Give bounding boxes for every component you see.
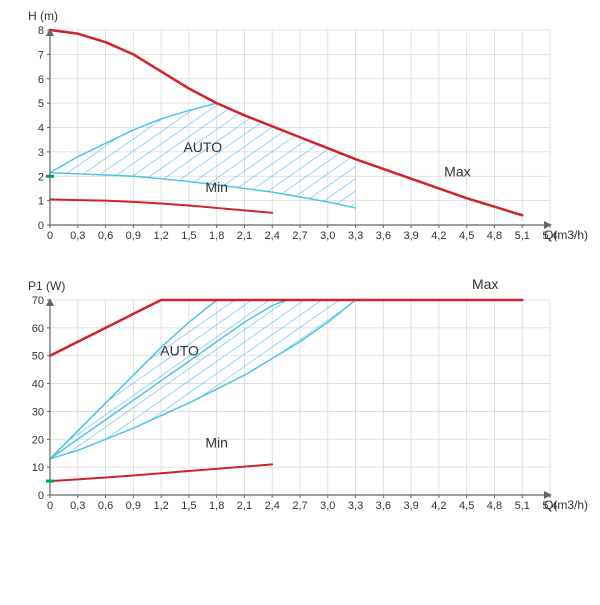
svg-text:3,0: 3,0 [320,500,335,512]
svg-text:H (m): H (m) [28,9,58,23]
svg-text:0,9: 0,9 [126,500,141,512]
svg-text:2,1: 2,1 [237,230,252,242]
svg-text:0: 0 [47,230,53,242]
svg-text:3,3: 3,3 [348,500,363,512]
chart-container: 0 0,3 0,6 0,9 1,2 1,5 1,8 2,1 2,4 2,7 3,0 3,3 3,6 3,9… [0,0,600,605]
svg-text:Min: Min [205,435,228,451]
svg-text:4,2: 4,2 [431,500,446,512]
svg-text:40: 40 [32,379,44,391]
svg-text:0: 0 [38,220,44,232]
svg-text:20: 20 [32,434,44,446]
svg-text:1,5: 1,5 [181,230,196,242]
svg-text:50: 50 [32,351,44,363]
svg-text:3,9: 3,9 [403,500,418,512]
svg-text:60: 60 [32,323,44,335]
svg-text:0,6: 0,6 [98,230,113,242]
svg-text:4,5: 4,5 [459,500,474,512]
svg-text:10: 10 [32,462,44,474]
svg-text:3,9: 3,9 [403,230,418,242]
svg-text:3,6: 3,6 [376,500,391,512]
svg-text:0,3: 0,3 [70,230,85,242]
svg-text:2,1: 2,1 [237,500,252,512]
svg-text:0,3: 0,3 [70,500,85,512]
svg-text:4,5: 4,5 [459,230,474,242]
svg-text:5,1: 5,1 [515,230,530,242]
svg-text:1: 1 [38,196,44,208]
svg-text:4: 4 [38,123,44,135]
svg-text:4,2: 4,2 [431,230,446,242]
svg-text:2,7: 2,7 [292,230,307,242]
svg-text:70: 70 [32,295,44,307]
svg-text:0,9: 0,9 [126,230,141,242]
svg-text:2,4: 2,4 [265,230,280,242]
svg-text:Max: Max [472,276,498,292]
svg-text:7: 7 [38,49,44,61]
svg-text:5,1: 5,1 [515,500,530,512]
svg-text:0: 0 [47,500,53,512]
svg-text:AUTO: AUTO [160,343,199,359]
svg-text:3,3: 3,3 [348,230,363,242]
svg-text:Q(m3/h): Q(m3/h) [544,498,588,512]
svg-text:5: 5 [38,98,44,110]
svg-text:4,8: 4,8 [487,500,502,512]
svg-text:1,8: 1,8 [209,230,224,242]
svg-text:30: 30 [32,406,44,418]
svg-text:1,2: 1,2 [153,230,168,242]
svg-text:2,7: 2,7 [292,500,307,512]
svg-text:P1 (W): P1 (W) [28,279,65,293]
charts-svg: 0 0,3 0,6 0,9 1,2 1,5 1,8 2,1 2,4 2,7 3,0 3,3 3,6 3,9… [0,0,600,600]
svg-text:3: 3 [38,147,44,159]
svg-text:1,8: 1,8 [209,500,224,512]
svg-text:2,4: 2,4 [265,500,280,512]
svg-text:Q(m3/h): Q(m3/h) [544,228,588,242]
svg-text:Max: Max [444,163,470,179]
svg-text:6: 6 [38,74,44,86]
svg-text:1,5: 1,5 [181,500,196,512]
svg-text:AUTO: AUTO [183,139,222,155]
svg-text:4,8: 4,8 [487,230,502,242]
svg-text:2: 2 [38,171,44,183]
svg-text:Min: Min [205,179,228,195]
svg-text:3,6: 3,6 [376,230,391,242]
svg-text:1,2: 1,2 [153,500,168,512]
svg-text:8: 8 [38,25,44,37]
svg-text:3,0: 3,0 [320,230,335,242]
svg-text:0,6: 0,6 [98,500,113,512]
svg-text:0: 0 [38,490,44,502]
